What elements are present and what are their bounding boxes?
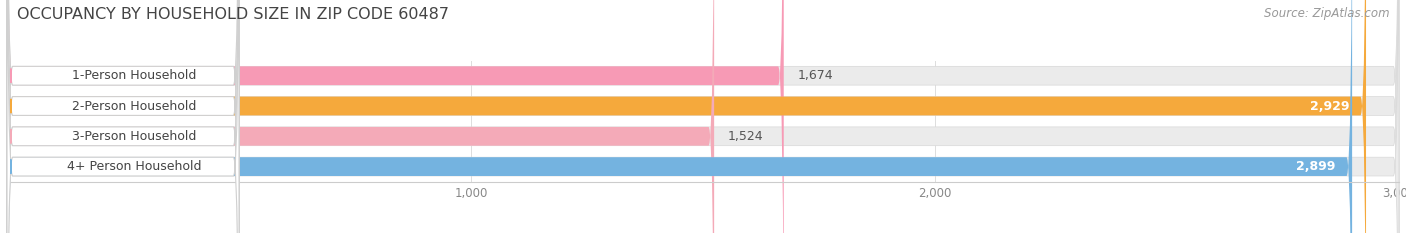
FancyBboxPatch shape (7, 0, 1399, 233)
Text: 1,674: 1,674 (797, 69, 834, 82)
Text: 1-Person Household: 1-Person Household (73, 69, 197, 82)
FancyBboxPatch shape (7, 0, 1399, 233)
Text: 4+ Person Household: 4+ Person Household (67, 160, 202, 173)
FancyBboxPatch shape (7, 0, 714, 233)
FancyBboxPatch shape (7, 0, 239, 233)
Text: Source: ZipAtlas.com: Source: ZipAtlas.com (1264, 7, 1389, 20)
Text: 1,524: 1,524 (728, 130, 763, 143)
FancyBboxPatch shape (7, 0, 783, 233)
Text: 3-Person Household: 3-Person Household (73, 130, 197, 143)
FancyBboxPatch shape (7, 0, 239, 233)
FancyBboxPatch shape (7, 0, 1399, 233)
Text: 2,929: 2,929 (1310, 99, 1350, 113)
FancyBboxPatch shape (7, 0, 1399, 233)
FancyBboxPatch shape (7, 0, 239, 233)
FancyBboxPatch shape (7, 0, 239, 233)
Text: OCCUPANCY BY HOUSEHOLD SIZE IN ZIP CODE 60487: OCCUPANCY BY HOUSEHOLD SIZE IN ZIP CODE … (17, 7, 449, 22)
Text: 2,899: 2,899 (1296, 160, 1336, 173)
FancyBboxPatch shape (7, 0, 1367, 233)
Text: 2-Person Household: 2-Person Household (73, 99, 197, 113)
FancyBboxPatch shape (7, 0, 1353, 233)
